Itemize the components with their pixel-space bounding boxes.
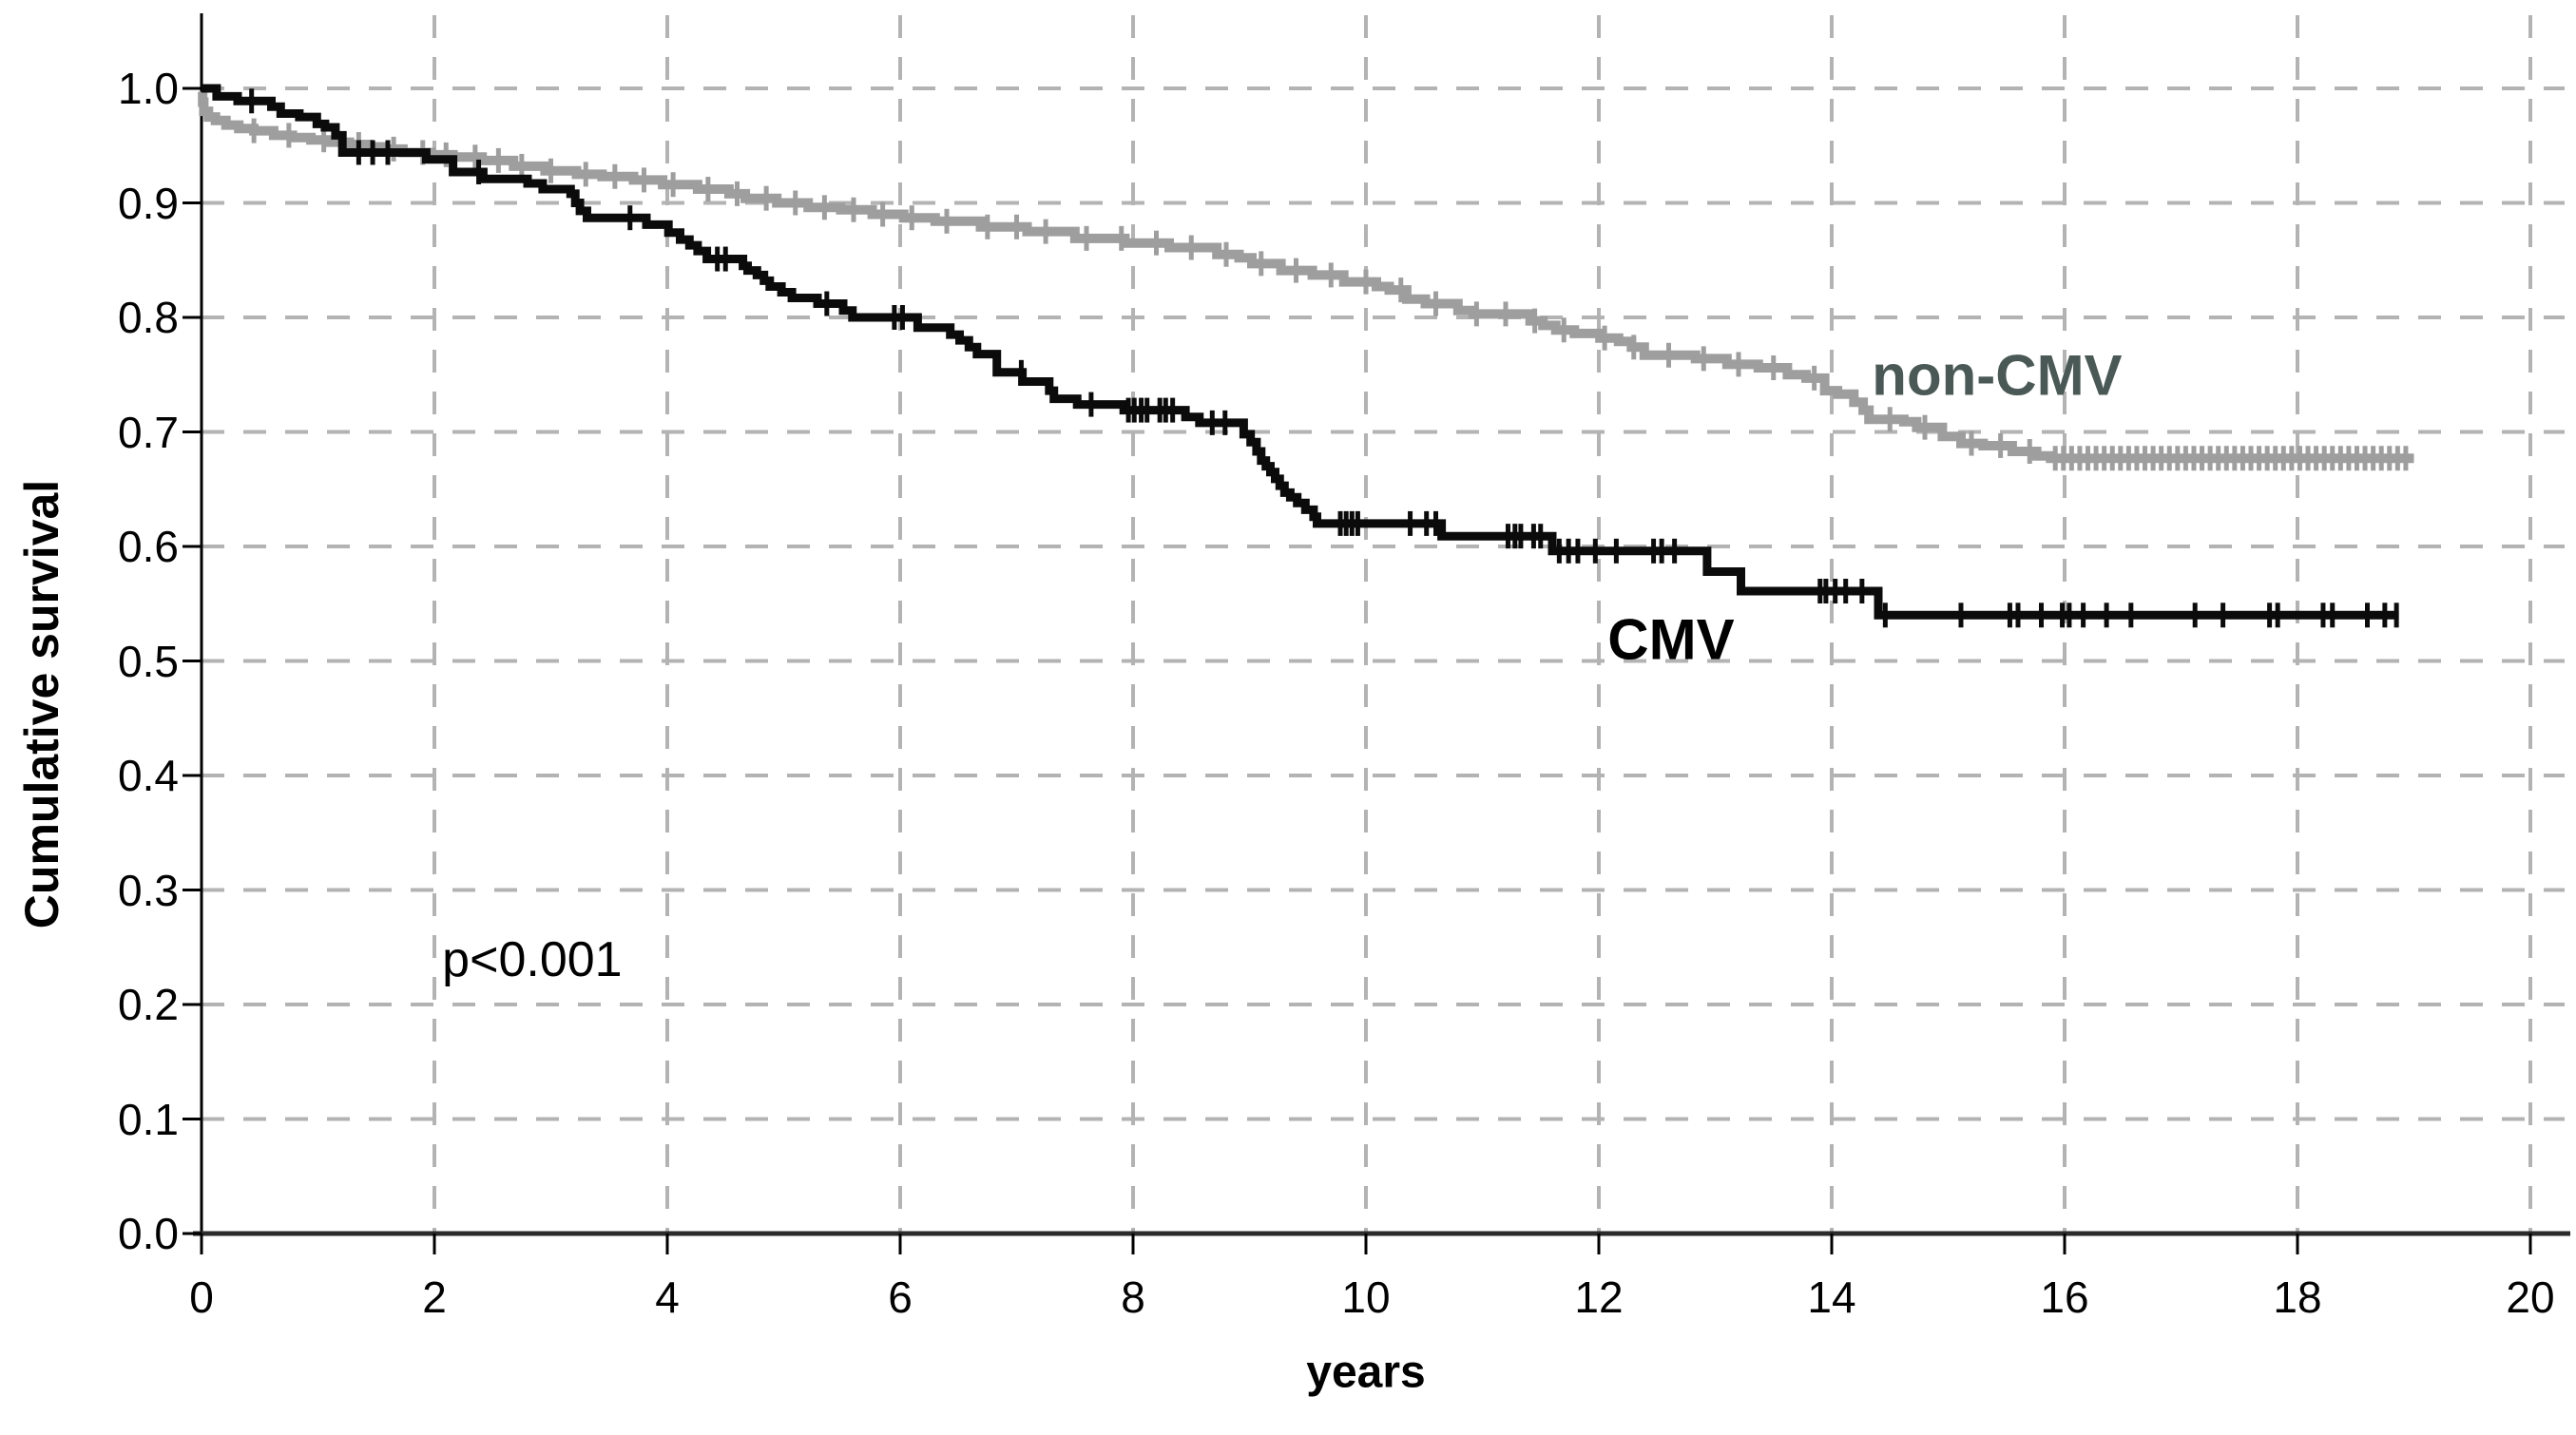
y-tick-label: 0.8 [118, 293, 179, 342]
y-axis-title: Cumulative survival [15, 479, 68, 928]
x-tick-label: 2 [422, 1272, 447, 1322]
y-tick-label: 0.1 [118, 1094, 179, 1144]
x-tick-label: 20 [2506, 1272, 2555, 1322]
x-tick-label: 18 [2273, 1272, 2322, 1322]
p-value-annotation: p<0.001 [442, 932, 623, 987]
y-tick-label: 0.6 [118, 522, 179, 571]
x-tick-label: 6 [888, 1272, 913, 1322]
y-tick-label: 0.0 [118, 1209, 179, 1258]
y-tick-label: 0.3 [118, 865, 179, 915]
y-tick-label: 0.4 [118, 751, 179, 800]
x-tick-label: 12 [1574, 1272, 1624, 1322]
x-tick-label: 4 [655, 1272, 680, 1322]
y-tick-label: 0.2 [118, 980, 179, 1029]
x-axis-title: years [1306, 1347, 1426, 1398]
survival-curve-cmv [202, 84, 2399, 620]
y-tick-label: 0.5 [118, 636, 179, 686]
x-tick-label: 16 [2040, 1272, 2089, 1322]
x-tick-label: 10 [1341, 1272, 1391, 1322]
x-tick-label: 14 [1807, 1272, 1856, 1322]
series-label-cmv: CMV [1607, 607, 1735, 672]
x-tick-label: 8 [1121, 1272, 1145, 1322]
y-tick-label: 0.7 [118, 407, 179, 457]
y-tick-label: 1.0 [118, 64, 179, 113]
x-tick-label: 0 [189, 1272, 214, 1322]
series-label-noncmv: non-CMV [1872, 343, 2123, 408]
y-tick-label: 0.9 [118, 178, 179, 228]
